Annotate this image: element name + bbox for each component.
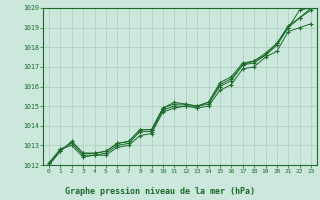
- Text: Graphe pression niveau de la mer (hPa): Graphe pression niveau de la mer (hPa): [65, 187, 255, 196]
